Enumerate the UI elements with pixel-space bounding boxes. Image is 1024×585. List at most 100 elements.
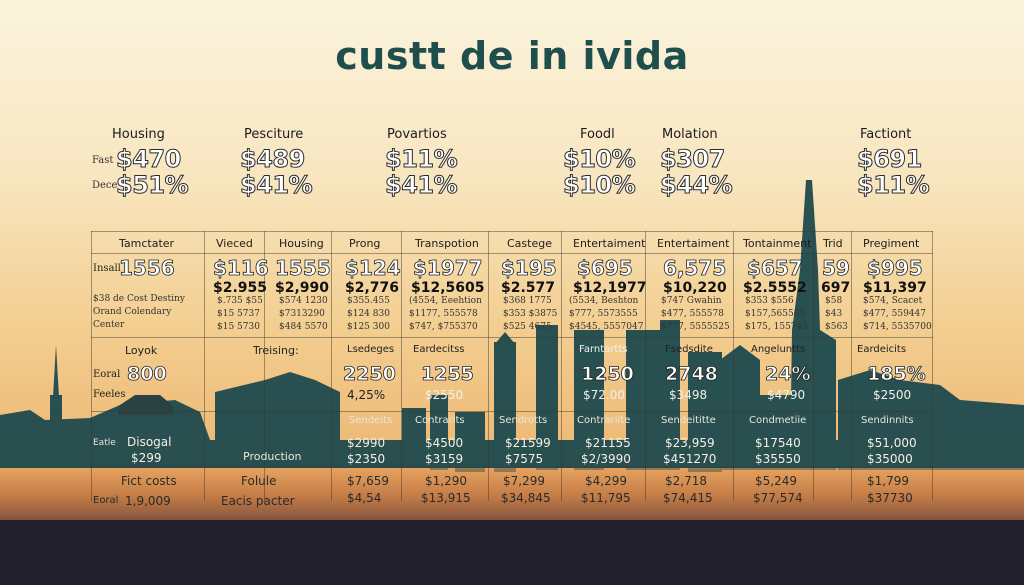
table-divider <box>733 231 734 501</box>
column-header: Prong <box>349 237 381 250</box>
cell-detail: $353 $3875 <box>503 309 558 319</box>
cell-value: $35550 <box>755 452 801 466</box>
cell-value: $2350 <box>347 452 386 466</box>
category-value: $489 <box>240 145 306 174</box>
cell-value: $11,795 <box>581 491 631 505</box>
cell-value: 1255 <box>421 363 475 386</box>
table-divider <box>488 231 489 501</box>
column-header: Loyok <box>125 344 158 357</box>
category-value: $470 <box>116 145 182 174</box>
category-label: Factiont <box>860 127 912 142</box>
cell-value: $12,1977 <box>573 280 647 296</box>
column-header: Tamctater <box>119 237 175 250</box>
cell-value: 2748 <box>665 363 719 386</box>
cell-value: $695 <box>577 256 633 281</box>
table-divider <box>813 231 814 501</box>
cell-value: $51,000 <box>867 436 917 450</box>
category-value: $44% <box>659 171 733 200</box>
cell-value: $657 <box>747 256 803 281</box>
cell-value: 1,9,009 <box>125 494 171 508</box>
row-label: Eoral <box>93 369 121 380</box>
category-label: Housing <box>112 127 165 142</box>
column-header: Treising: <box>253 344 299 357</box>
cell-value: $23,959 <box>665 436 715 450</box>
cell-value: $195 <box>501 256 557 281</box>
cell-detail: $175, 155745 <box>745 322 808 332</box>
cell-value: $34,845 <box>501 491 551 505</box>
category-label: Foodl <box>580 127 615 142</box>
cell-detail: $3498 <box>669 388 708 402</box>
table-divider <box>91 231 933 232</box>
cell-value: 185% <box>867 363 926 386</box>
cell-value: $35000 <box>867 452 913 466</box>
cell-detail: $353 $556 <box>745 296 794 306</box>
column-header: Castege <box>507 237 552 250</box>
cell-value: 2250 <box>343 363 397 386</box>
cell-value: $74,415 <box>663 491 713 505</box>
cell-value: $2.577 <box>501 280 556 296</box>
cell-detail: $777, 5573555 <box>569 309 638 319</box>
cell-value: $299 <box>131 451 162 465</box>
cell-detail: $574, Scacet <box>863 296 923 306</box>
column-header: Entertaiment <box>657 237 730 250</box>
column-header: Sendinnits <box>861 415 914 426</box>
cell-value: $2.5552 <box>743 280 807 296</box>
category-value: $691 <box>857 145 923 174</box>
cell-detail: $157,565565 <box>745 309 806 319</box>
table-divider <box>645 231 646 501</box>
cell-detail: (4554, Eeehtion <box>409 296 482 306</box>
cell-value: $2,776 <box>345 280 400 296</box>
column-header: Sendrotts <box>499 415 548 426</box>
cell-detail: $477, 559447 <box>863 309 926 319</box>
cell-detail: $15 5730 <box>217 322 260 332</box>
column-header: Sendeititte <box>661 415 716 426</box>
cell-value: $2990 <box>347 436 386 450</box>
cell-detail: $368 1775 <box>503 296 552 306</box>
column-header: Transpotion <box>415 237 479 250</box>
column-header: Entertaiment <box>573 237 646 250</box>
cell-detail: 4,25% <box>347 388 386 402</box>
cell-value: $21155 <box>585 436 631 450</box>
row-label: Insall <box>93 263 121 274</box>
row-note: $38 de Cost Destiny <box>93 294 185 304</box>
row-label: Folule <box>241 474 277 488</box>
row-label: Production <box>243 450 302 463</box>
row-label: Dece <box>92 180 118 191</box>
column-header: Condmetiie <box>749 415 807 426</box>
cell-value: $124 <box>345 256 401 281</box>
page-title: custt de in ivida <box>335 34 689 78</box>
cell-detail: $563 <box>825 322 848 332</box>
row-label: Eatle <box>93 438 116 448</box>
row-title: Disogal <box>127 435 172 449</box>
cell-detail: (5534, Beshton <box>569 296 639 306</box>
cell-value: $2,718 <box>665 474 707 488</box>
category-label: Pesciture <box>244 127 304 142</box>
cell-value: 697 <box>821 280 851 296</box>
cell-value: $17540 <box>755 436 801 450</box>
table-divider <box>91 467 933 468</box>
cell-detail: $1177, 555578 <box>409 309 478 319</box>
cell-detail: $72.00 <box>583 388 625 402</box>
cell-value: $12,5605 <box>411 280 485 296</box>
column-header: Sendeits <box>349 415 393 426</box>
category-label: Povartios <box>387 127 447 142</box>
cell-value: $7,299 <box>503 474 545 488</box>
cell-value: $451270 <box>663 452 717 466</box>
table-divider <box>91 231 92 501</box>
table-divider <box>91 253 933 254</box>
cell-detail: $747 Gwahin <box>661 296 722 306</box>
cell-value: $13,915 <box>421 491 471 505</box>
category-value: $10% <box>562 145 636 174</box>
table-divider <box>851 231 852 501</box>
cell-value: 1556 <box>119 256 175 281</box>
category-value: $51% <box>115 171 189 200</box>
cell-detail: $777, 5555525 <box>661 322 730 332</box>
cell-detail: $2500 <box>873 388 912 402</box>
cell-detail: $43 <box>825 309 843 319</box>
table-divider <box>401 231 402 501</box>
cell-value: 800 <box>127 363 167 386</box>
cell-value: $37730 <box>867 491 913 505</box>
cell-detail: $7313290 <box>279 309 325 319</box>
cell-value: 6,575 <box>663 256 727 281</box>
